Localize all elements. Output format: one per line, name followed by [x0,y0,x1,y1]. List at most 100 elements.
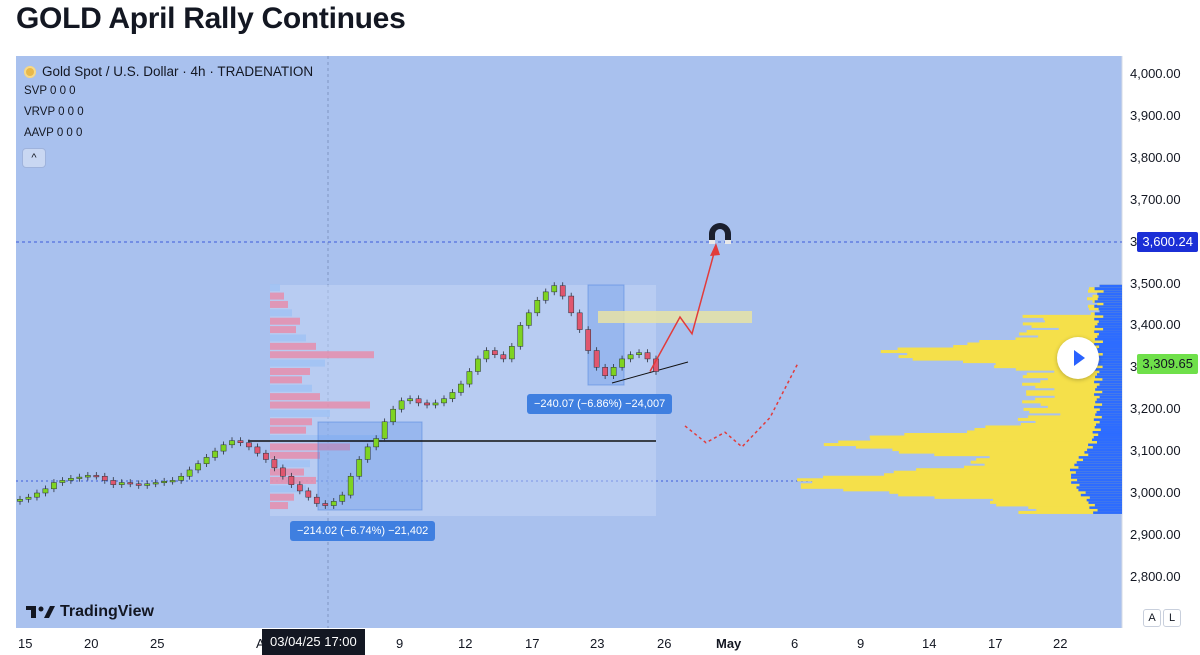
vp-right-bar-blue [1099,420,1122,424]
vp-right-bar-blue [1096,372,1122,376]
candle [220,444,227,452]
tradingview-logo-text: TradingView [60,603,154,620]
vp-left-bar [270,359,325,367]
vp-right-bar [1035,385,1122,389]
vp-right-bar [1019,332,1122,336]
time-tick-label: 15 [18,636,33,651]
vp-right-bar-blue [1091,438,1122,442]
time-tick-label: 9 [396,636,404,651]
candle [313,496,320,504]
vp-right-bar-blue [1076,485,1122,489]
replay-play-button[interactable] [1057,337,1099,379]
vp-right-bar [962,360,1122,364]
vp-left-bar [270,502,288,510]
time-tick-label: 17 [988,636,1003,651]
vp-left-bar [270,376,302,384]
vp-right-bar [823,443,1122,447]
vp-right-bar-blue [1087,448,1122,452]
vp-right-bar-blue [1097,347,1122,351]
symbol-title[interactable]: Gold Spot / U.S. Dollar · 4h · TRADENATI… [24,63,313,81]
candle [585,329,592,351]
auto-scale-button[interactable]: A [1143,609,1161,627]
chart-legend: Gold Spot / U.S. Dollar · 4h · TRADENATI… [24,63,313,144]
price-tick-label: 2,900.00 [1130,526,1181,542]
price-tick-label: 3,200.00 [1130,401,1181,417]
price-axis-background [1122,56,1200,628]
vp-right-bar [967,342,1122,346]
candle [356,459,363,477]
vp-right-bar-blue [1080,493,1122,497]
vp-left-bar [270,426,306,434]
vp-left-bar [270,367,310,375]
vp-left-bar [270,451,320,459]
vp-right-bar-blue [1089,495,1122,499]
vp-right-bar-blue [1097,334,1122,338]
candle [144,483,151,486]
vp-right-bar [1031,324,1122,328]
candle [254,446,261,454]
time-tick-label: 26 [657,636,672,651]
bullish-projection [649,245,717,372]
vp-right-bar [884,473,1122,477]
vp-right-bar [1054,395,1122,399]
vp-right-bar [1022,400,1122,404]
candle [364,446,371,460]
vp-right-bar [893,470,1122,474]
vp-left-bar [270,418,312,426]
legend-row-vrvp[interactable]: VRVP 0 0 0 [24,106,84,118]
collapse-legend-button[interactable]: ^ [22,148,46,168]
vp-right-bar [967,430,1122,434]
vp-right-bar [838,440,1122,444]
candle [602,367,608,376]
candle [483,350,490,360]
log-scale-button[interactable]: L [1163,609,1181,627]
target-price-tag: 3,600.24 [1137,232,1198,252]
candle [25,496,32,500]
candle [263,452,269,460]
time-tick-label: 9 [857,636,865,651]
vp-left-bar [270,326,296,334]
vp-right-bar [1036,508,1122,512]
vp-right-bar-blue [1099,345,1122,349]
vp-left-bar [270,443,350,451]
candle [229,440,235,446]
vp-right-bar-blue [1095,375,1122,379]
vp-right-bar [1022,314,1122,318]
candle [339,494,346,502]
gold-symbol-icon [24,66,36,78]
candle [441,398,447,404]
vp-right-bar-blue [1094,405,1122,409]
vp-right-bar-blue [1097,360,1122,364]
vp-right-bar [1035,397,1122,401]
vp-left-bar [270,409,330,417]
vp-right-bar-blue [1083,458,1122,462]
vp-right-bar-blue [1084,450,1122,454]
candle [84,475,91,478]
page-title: GOLD April Rally Continues [16,2,406,35]
legend-row-svp[interactable]: SVP 0 0 0 [24,85,76,97]
vp-left-bar [270,485,306,493]
vp-right-bar [843,488,1122,492]
vp-right-bar [800,485,1122,489]
vp-left-bar [270,309,292,317]
vp-right-bar-blue [1071,480,1122,484]
candle [534,300,541,314]
candle [398,400,405,410]
legend-row-aavp[interactable]: AAVP 0 0 0 [24,127,83,139]
candle [152,482,159,485]
candle [508,346,515,360]
vp-right-bar [934,495,1122,499]
tradingview-logo[interactable]: TradingView [26,603,154,621]
time-tick-label: 20 [84,636,99,651]
vp-right-bar [912,357,1122,361]
vp-left-bar [270,351,374,359]
candle [237,440,244,443]
vp-right-bar-blue [1094,425,1122,429]
vp-right-bar-blue [1095,362,1122,366]
play-icon [1074,350,1085,366]
candle [347,475,354,496]
candle [271,459,278,469]
candle [373,438,380,448]
vp-right-bar [1026,390,1122,394]
vp-right-bar [907,352,1122,356]
